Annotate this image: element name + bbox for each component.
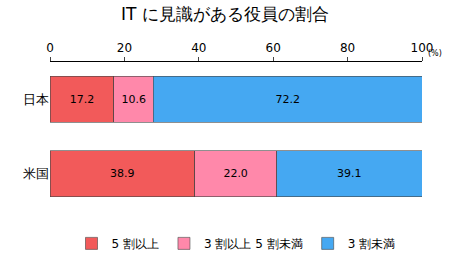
svg-text:3 割未満: 3 割未満 [348,237,395,251]
svg-text:39.1: 39.1 [337,167,362,180]
svg-text:22.0: 22.0 [223,167,248,180]
svg-text:20: 20 [117,41,132,55]
svg-text:5 割以上: 5 割以上 [112,237,159,251]
svg-text:60: 60 [266,41,281,55]
svg-text:72.2: 72.2 [275,93,300,106]
svg-text:日本: 日本 [23,92,49,107]
svg-text:80: 80 [340,41,355,55]
svg-text:IT に見識がある役員の割合: IT に見識がある役員の割合 [121,4,329,24]
svg-text:40: 40 [191,41,206,55]
svg-text:10.6: 10.6 [121,93,146,106]
svg-text:38.9: 38.9 [110,167,135,180]
svg-text:100: 100 [411,41,434,55]
svg-text:17.2: 17.2 [70,93,95,106]
svg-text:0: 0 [46,41,54,55]
svg-text:米国: 米国 [23,166,49,181]
svg-text:3 割以上 5 割未満: 3 割以上 5 割未満 [204,237,303,251]
svg-text:(%): (%) [428,49,442,58]
